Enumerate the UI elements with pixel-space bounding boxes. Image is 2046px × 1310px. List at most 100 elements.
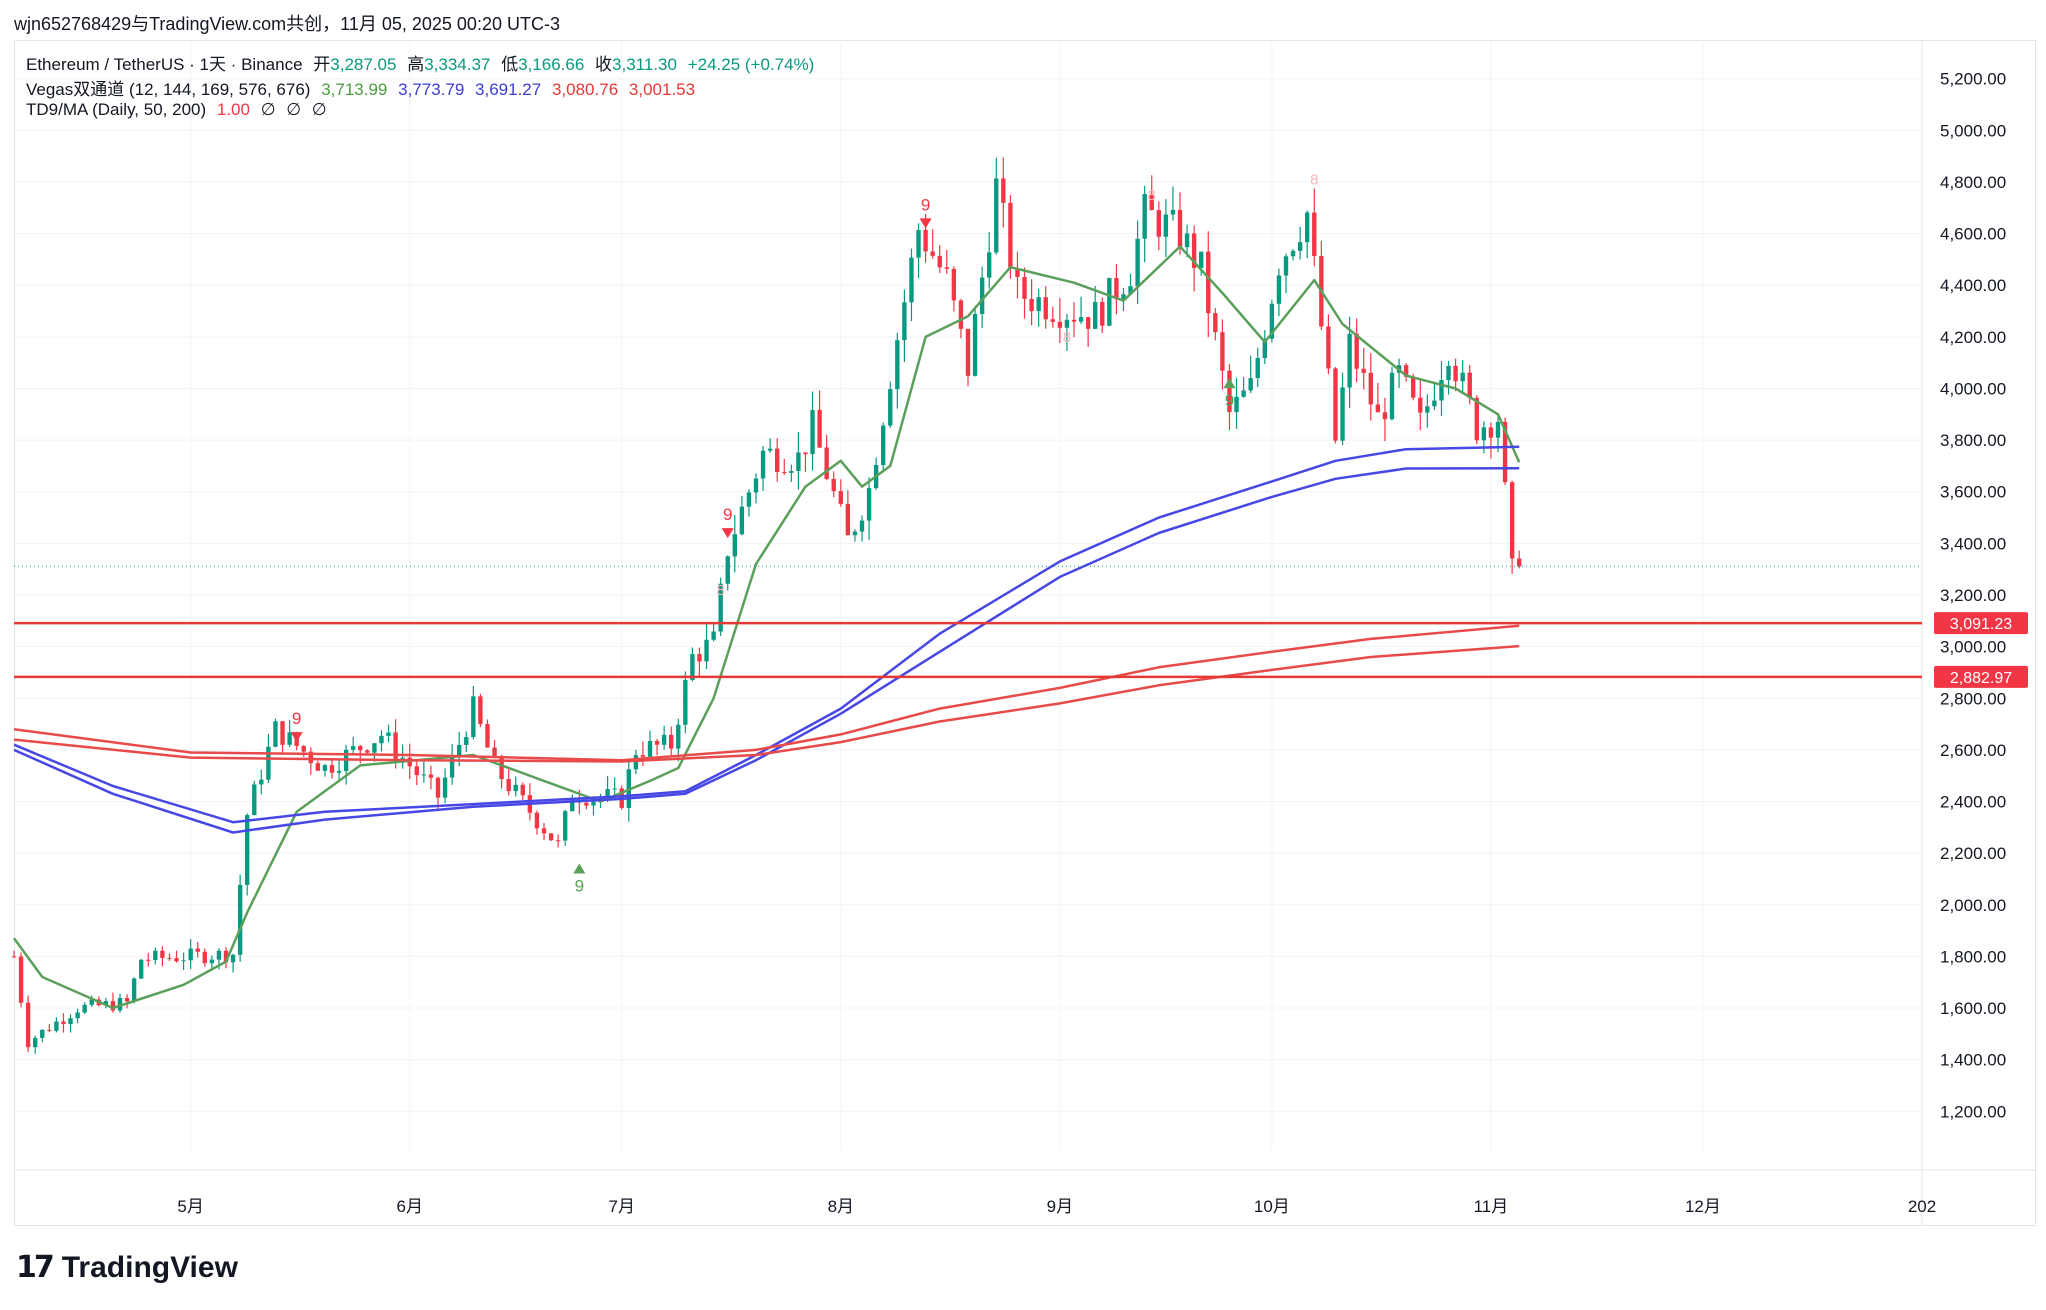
candle-body bbox=[838, 491, 843, 504]
candle-body bbox=[1312, 212, 1317, 257]
candle-body bbox=[958, 300, 964, 329]
td-sell-count: 9 bbox=[723, 505, 732, 524]
candle-body bbox=[803, 452, 808, 455]
candle-body bbox=[131, 978, 137, 1002]
candle-body bbox=[1057, 321, 1063, 328]
candle-body bbox=[612, 788, 617, 790]
candle-body bbox=[117, 997, 123, 1011]
candle-body bbox=[1156, 210, 1161, 237]
candle-body bbox=[40, 1029, 45, 1038]
td-sell-count: 9 bbox=[921, 195, 930, 214]
candle-body bbox=[930, 251, 935, 256]
candle-body bbox=[845, 503, 851, 536]
candle-body bbox=[972, 314, 978, 376]
symbol-legend[interactable]: Ethereum / TetherUS · 1天 · Binance 开3,28… bbox=[26, 50, 820, 75]
candle-body bbox=[775, 448, 780, 472]
candle-body bbox=[464, 737, 469, 746]
y-tick-label: 4,800.00 bbox=[1940, 173, 2006, 192]
candle-body bbox=[181, 960, 186, 962]
candle-body bbox=[372, 743, 377, 753]
x-tick-label: 8月 bbox=[828, 1197, 854, 1216]
x-tick-label: 9月 bbox=[1047, 1197, 1073, 1216]
candle-body bbox=[520, 784, 525, 796]
candle-body bbox=[315, 763, 321, 771]
candle-body bbox=[605, 789, 610, 797]
candle-body bbox=[287, 732, 292, 745]
candle-body bbox=[676, 724, 681, 749]
candle-body bbox=[683, 679, 688, 725]
candle-body bbox=[1001, 178, 1006, 203]
candle-body bbox=[230, 954, 236, 963]
candle-body bbox=[386, 732, 391, 736]
candle-body bbox=[1163, 214, 1169, 237]
td9-legend[interactable]: TD9/MA (Daily, 50, 200) 1.00 ∅ ∅ ∅ bbox=[26, 100, 333, 120]
y-tick-label: 3,800.00 bbox=[1940, 431, 2006, 450]
candle-body bbox=[1114, 278, 1119, 300]
td-sell-arrow bbox=[290, 732, 303, 743]
y-tick-label: 2,400.00 bbox=[1940, 793, 2006, 812]
candle-body bbox=[1418, 397, 1423, 413]
candle-body bbox=[75, 1012, 80, 1019]
x-tick-label: 12月 bbox=[1685, 1197, 1721, 1216]
candle-body bbox=[223, 950, 229, 963]
candle-body bbox=[202, 951, 207, 964]
candle-body bbox=[103, 1001, 109, 1006]
candle-body bbox=[1439, 380, 1444, 401]
candle-body bbox=[1432, 400, 1437, 407]
candle-body bbox=[1446, 365, 1451, 381]
y-tick-label: 3,000.00 bbox=[1940, 638, 2006, 657]
vegas-legend[interactable]: Vegas双通道 (12, 144, 169, 576, 676) 3,713.… bbox=[26, 75, 701, 100]
candle-body bbox=[979, 277, 985, 315]
candle-body bbox=[1036, 297, 1041, 312]
candle-body bbox=[1411, 376, 1416, 398]
candle-body bbox=[1184, 233, 1190, 248]
candle-body bbox=[817, 409, 822, 448]
candle-body bbox=[711, 631, 716, 640]
candle-body bbox=[89, 999, 94, 1005]
candle-body bbox=[987, 252, 992, 278]
candle-body bbox=[167, 957, 172, 959]
candle-body bbox=[1071, 319, 1077, 322]
candle-body bbox=[435, 777, 441, 798]
candle-body bbox=[725, 556, 730, 584]
candle-body bbox=[1502, 421, 1508, 483]
candle-body bbox=[442, 777, 448, 798]
candle-body bbox=[301, 745, 306, 752]
candle-body bbox=[82, 1004, 87, 1013]
candle-body bbox=[1283, 256, 1289, 276]
candle-body bbox=[506, 779, 511, 792]
candle-body bbox=[584, 802, 589, 806]
tradingview-logo[interactable]: 17 TradingView bbox=[16, 1250, 238, 1285]
candle-body bbox=[273, 721, 278, 747]
candle-body bbox=[1213, 313, 1218, 333]
candle-body bbox=[336, 770, 342, 773]
price-chart[interactable]: 1,200.00 1,400.00 1,600.00 1,800.00 2,000.00… bbox=[0, 0, 2046, 1240]
candle-body bbox=[1262, 338, 1267, 359]
candle-body bbox=[428, 774, 434, 778]
candle-body bbox=[647, 740, 653, 757]
candle-body bbox=[68, 1018, 73, 1024]
chart-frame[interactable] bbox=[14, 40, 2036, 1226]
candle-body bbox=[718, 583, 723, 632]
x-tick-label: 6月 bbox=[396, 1197, 422, 1216]
td-faint-count: 8 bbox=[1148, 187, 1156, 204]
candle-body bbox=[697, 654, 702, 662]
candle-body bbox=[1248, 378, 1253, 391]
candle-body bbox=[1220, 332, 1225, 371]
candle-body bbox=[895, 340, 900, 390]
candle-body bbox=[633, 755, 639, 770]
y-tick-label: 3,600.00 bbox=[1940, 483, 2006, 502]
candle-body bbox=[365, 750, 370, 753]
candle-body bbox=[1050, 319, 1055, 322]
td-buy-count: 9 bbox=[575, 876, 584, 895]
candle-body bbox=[661, 734, 667, 745]
candle-body bbox=[259, 779, 264, 785]
candle-body bbox=[1015, 268, 1020, 277]
candle-body bbox=[1425, 406, 1430, 413]
candle-body bbox=[1043, 297, 1048, 320]
candle-body bbox=[47, 1029, 52, 1031]
candle-body bbox=[1022, 276, 1027, 299]
candle-body bbox=[789, 471, 794, 473]
tradingview-logo-icon: 17 bbox=[16, 1250, 55, 1285]
vegas-value-ema676: 3,001.53 bbox=[628, 80, 696, 99]
